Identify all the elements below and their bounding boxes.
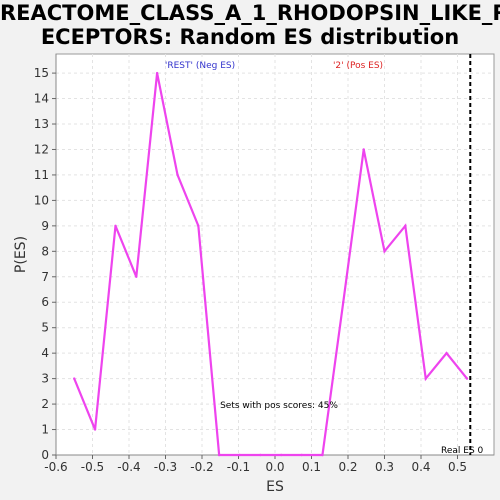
data-point bbox=[217, 453, 221, 457]
y-axis-label: P(ES) bbox=[13, 236, 29, 273]
x-axis-label: ES bbox=[266, 479, 284, 495]
data-point bbox=[155, 71, 159, 75]
x-tick-label: -0.6 bbox=[44, 460, 67, 474]
y-tick-label: 4 bbox=[41, 346, 49, 360]
x-tick-label: -0.5 bbox=[81, 460, 104, 474]
y-tick-label: 2 bbox=[41, 397, 49, 411]
x-tick-label: 0.5 bbox=[448, 460, 467, 474]
y-tick-label: 7 bbox=[41, 270, 49, 284]
data-point bbox=[362, 148, 365, 151]
x-tick-label: 0.3 bbox=[375, 460, 394, 474]
y-tick-label: 0 bbox=[41, 448, 49, 462]
y-tick-label: 13 bbox=[34, 117, 49, 131]
data-point bbox=[114, 224, 117, 228]
data-point bbox=[445, 351, 448, 355]
y-tick-label: 8 bbox=[41, 244, 49, 258]
data-point bbox=[404, 224, 407, 228]
y-tick-label: 9 bbox=[41, 219, 49, 233]
neg-es-label: 'REST' (Neg ES) bbox=[165, 61, 235, 71]
real-es-label: Real ES 0 bbox=[441, 446, 484, 456]
data-point bbox=[93, 428, 97, 431]
axes: -0.6 -0.5 -0.4 -0.3 -0.2 -0.1 0.0 0.1 0.2 0.3 0.4 0… bbox=[13, 54, 494, 495]
data-point bbox=[465, 377, 469, 380]
pos-es-label: '2' (Pos ES) bbox=[333, 61, 383, 71]
y-tick-label: 10 bbox=[34, 193, 49, 207]
y-tick-label: 14 bbox=[34, 92, 49, 106]
y-tick-label: 11 bbox=[34, 168, 49, 182]
data-point bbox=[280, 453, 283, 457]
x-tick-label: -0.2 bbox=[190, 460, 213, 474]
chart-title-line-2: ECEPTORS: Random ES distribution bbox=[40, 25, 460, 49]
y-tick-label: 6 bbox=[41, 295, 49, 309]
data-point bbox=[321, 453, 324, 457]
data-point bbox=[73, 377, 76, 380]
y-tick-label: 12 bbox=[34, 142, 49, 156]
data-point bbox=[300, 453, 303, 457]
data-point bbox=[424, 377, 427, 380]
data-point bbox=[383, 250, 386, 253]
y-tick-label: 3 bbox=[41, 372, 49, 386]
y-tick-label: 5 bbox=[41, 321, 49, 335]
y-tick-label: 1 bbox=[41, 423, 49, 437]
x-tick-label: 0.2 bbox=[338, 460, 357, 474]
series-layer bbox=[73, 71, 469, 457]
x-tick-label: -0.3 bbox=[154, 460, 177, 474]
data-point bbox=[342, 301, 345, 304]
y-tick-label: 15 bbox=[34, 66, 49, 80]
chart-title-line-1: REACTOME_CLASS_A_1_RHODOPSIN_LIKE_R bbox=[0, 1, 500, 25]
x-tick-label: 0.1 bbox=[302, 460, 321, 474]
data-point bbox=[238, 453, 241, 457]
data-point bbox=[135, 275, 138, 278]
pos-scores-annotation: Sets with pos scores: 45% bbox=[220, 401, 338, 411]
data-point bbox=[197, 224, 200, 228]
chart-title: REACTOME_CLASS_A_1_RHODOPSIN_LIKE_R ECEP… bbox=[0, 1, 500, 49]
data-point bbox=[259, 453, 262, 457]
x-tick-label: -0.4 bbox=[117, 460, 140, 474]
x-tick-label: 0.4 bbox=[411, 460, 430, 474]
series-line bbox=[73, 72, 468, 457]
x-tick-label: -0.1 bbox=[227, 460, 250, 474]
annotations: Real ES 0 'REST' (Neg ES) '2' (Pos ES) Sets… bbox=[165, 54, 484, 456]
x-tick-label: 0.0 bbox=[265, 460, 284, 474]
data-point bbox=[176, 173, 179, 177]
